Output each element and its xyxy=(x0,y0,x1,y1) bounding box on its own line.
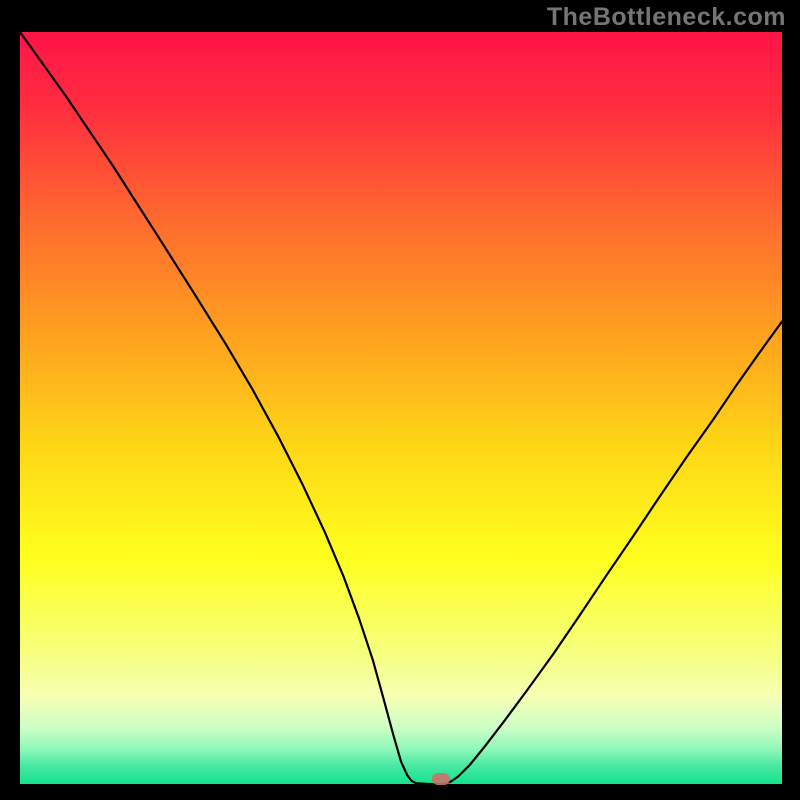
bottleneck-curve-chart xyxy=(20,32,782,784)
minimum-marker-shape xyxy=(432,773,450,785)
watermark-text: TheBottleneck.com xyxy=(547,3,786,32)
plot-area xyxy=(20,32,782,784)
stage: TheBottleneck.com xyxy=(0,0,800,800)
minimum-marker xyxy=(432,773,450,785)
plot-background xyxy=(20,32,782,784)
